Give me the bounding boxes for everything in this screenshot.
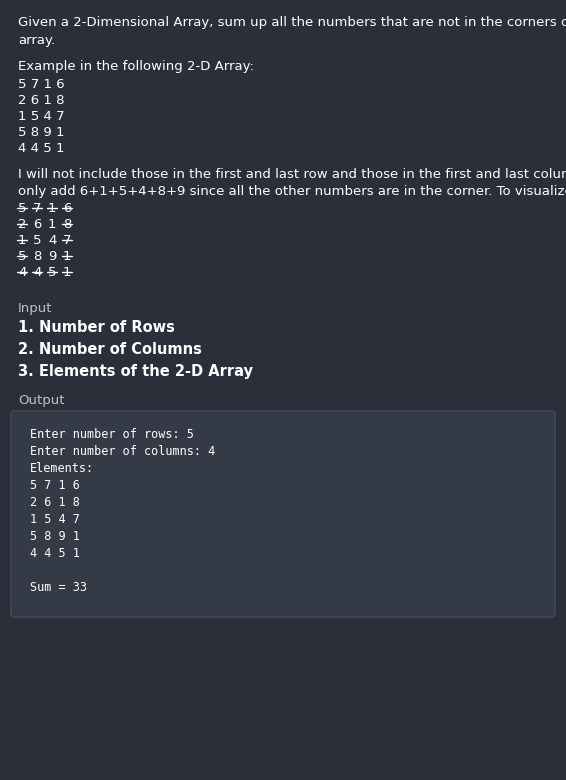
- Text: 5 7 1 6: 5 7 1 6: [18, 78, 65, 91]
- Text: 7: 7: [63, 234, 71, 247]
- Text: 6: 6: [33, 218, 41, 231]
- Text: 4: 4: [33, 266, 41, 279]
- Text: 1. Number of Rows: 1. Number of Rows: [18, 320, 175, 335]
- Text: 5: 5: [33, 234, 41, 247]
- Text: 1: 1: [18, 234, 27, 247]
- Text: Output: Output: [18, 394, 65, 407]
- Text: 3. Elements of the 2-D Array: 3. Elements of the 2-D Array: [18, 364, 253, 379]
- Text: 2: 2: [18, 218, 27, 231]
- Text: 4 4 5 1: 4 4 5 1: [18, 142, 65, 155]
- Text: 4: 4: [48, 234, 57, 247]
- Text: array.: array.: [18, 34, 55, 47]
- Text: Given a 2-Dimensional Array, sum up all the numbers that are not in the corners : Given a 2-Dimensional Array, sum up all …: [18, 16, 566, 29]
- Text: 8: 8: [33, 250, 41, 263]
- Text: 5 8 9 1: 5 8 9 1: [18, 126, 65, 139]
- Text: 7: 7: [33, 202, 41, 215]
- Text: 5 8 9 1: 5 8 9 1: [30, 530, 80, 543]
- Text: Example in the following 2-D Array:: Example in the following 2-D Array:: [18, 60, 254, 73]
- Text: Elements:: Elements:: [30, 462, 94, 475]
- Text: 1: 1: [48, 202, 57, 215]
- Text: 4: 4: [18, 266, 27, 279]
- Text: 2. Number of Columns: 2. Number of Columns: [18, 342, 202, 357]
- Text: 1: 1: [63, 266, 71, 279]
- Text: Sum = 33: Sum = 33: [30, 581, 87, 594]
- Text: 1: 1: [63, 250, 71, 263]
- Text: I will not include those in the first and last row and those in the first and la: I will not include those in the first an…: [18, 168, 566, 181]
- Text: 8: 8: [63, 218, 71, 231]
- Text: 9: 9: [48, 250, 57, 263]
- Text: 1 5 4 7: 1 5 4 7: [18, 110, 65, 123]
- Text: 2 6 1 8: 2 6 1 8: [30, 496, 80, 509]
- Text: 5: 5: [18, 250, 27, 263]
- Text: 5: 5: [48, 266, 57, 279]
- Text: 6: 6: [63, 202, 71, 215]
- Text: 1 5 4 7: 1 5 4 7: [30, 513, 80, 526]
- FancyBboxPatch shape: [11, 411, 555, 617]
- Text: 5 7 1 6: 5 7 1 6: [30, 479, 80, 492]
- Text: 2 6 1 8: 2 6 1 8: [18, 94, 65, 107]
- Text: Input: Input: [18, 302, 53, 315]
- Text: 5: 5: [18, 202, 27, 215]
- Text: 1: 1: [48, 218, 57, 231]
- Text: Enter number of columns: 4: Enter number of columns: 4: [30, 445, 215, 458]
- Text: 4 4 5 1: 4 4 5 1: [30, 547, 80, 560]
- Text: Enter number of rows: 5: Enter number of rows: 5: [30, 428, 194, 441]
- Text: only add 6+1+5+4+8+9 since all the other numbers are in the corner. To visualize: only add 6+1+5+4+8+9 since all the other…: [18, 185, 566, 198]
